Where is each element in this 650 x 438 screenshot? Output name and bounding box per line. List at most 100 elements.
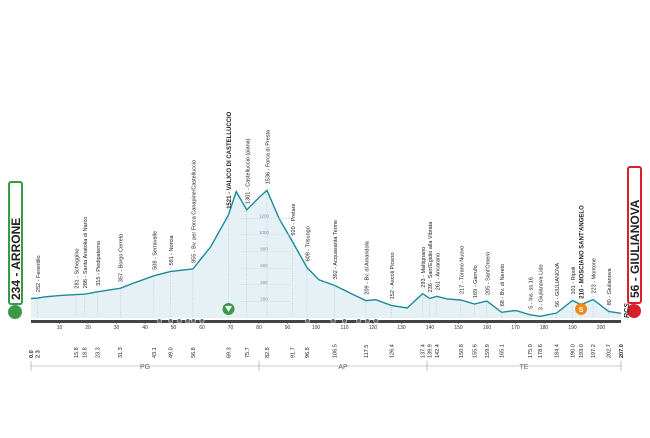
sprint-marker-label: S [579,307,584,314]
waypoint-labels: 252 - Ferentillo 281 - Scheggino 286 - San… [36,111,613,318]
ruler-tick-label: 170 [511,325,520,331]
ruler-tick-label: 150 [454,325,463,331]
km-value: 0.0 [29,350,35,358]
km-value: 193.0 [579,344,585,358]
waypoint-label: 508 - Serravalle [152,231,158,270]
waypoint-label: 217 - Torano Nuovo [459,246,465,294]
ruler-icon [342,318,347,324]
waypoint-label: 56 - GIULIANOVA [555,262,561,307]
ruler-tick-label: 100 [312,325,321,331]
km-value: 142.4 [435,344,441,358]
waypoint-label: 591 - Norcia [169,235,175,266]
km-value: 23.3 [95,347,101,358]
km-value: 2.3 [36,350,42,358]
km-value: 184.4 [555,344,561,358]
km-value: 159.9 [485,344,491,358]
ruler-tick-label: 190 [568,325,577,331]
waypoint-label: 3 - Giulianova Lido [539,264,545,310]
ruler-tick-label: 110 [341,325,349,331]
km-value: 139.9 [428,344,434,358]
waypoint-label: 80 - Giulianova [607,267,613,305]
km-value: 31.3 [118,347,124,358]
sprint-marker-icon [575,303,588,315]
gpm-triangle-icon [225,306,233,312]
km-value: 56.8 [191,347,197,358]
ruler-tick-label: 120 [369,325,378,331]
ruler-tick-label: 200 [597,325,606,331]
start-icon [8,305,22,319]
ruler-icon [191,318,196,324]
km-value: 49.0 [169,347,175,358]
altitude-tick-label: 800 [260,247,268,252]
ruler-tick-label: 180 [540,325,549,331]
ruler-tick-label: 80 [256,325,262,331]
altitude-tick-label: 200 [260,296,268,301]
km-value: 18.8 [83,347,89,358]
waypoint-label: 261 - Ancarano [435,253,441,290]
km-value: 2.3 [36,350,42,358]
region-label-pg: PG [140,364,150,371]
waypoint-label: 920 - Pretare [291,203,297,235]
start-badge-label: 234 - ARRONE [9,218,23,300]
ruler-tick-label: 60 [199,325,205,331]
ruler-icon [185,318,191,324]
waypoint-label: 68 - Bv. di Nereto [500,264,506,306]
region-label-te: TE [520,364,529,371]
km-value: 190.0 [571,344,577,358]
ruler-icon [199,318,205,324]
altitude-tick-label: 400 [260,280,268,285]
region-label-ap: AP [338,364,348,371]
altitude-tick-label: 1200 [259,213,270,218]
waypoint-label: 169 - Garrufo [473,265,479,298]
ruler-tick-label: 90 [285,325,291,331]
ruler-tick-label: 140 [426,325,435,331]
waypoint-label: 252 - Ferentillo [36,255,42,292]
waypoint-label: 5 - Ins. ss.16 [528,277,534,309]
altitude-tick-label: 600 [260,263,268,268]
waypoint-label: 205 - Sant'Omero [485,252,491,295]
start-badge: 234 - ARRONE [8,181,23,319]
km-value: 106.5 [333,344,339,358]
km-values: 0.0 2.32.3 15.8 18.8 23.3 31.3 43.1 49.0 56.8 69.… [29,344,625,358]
profile-line [30,189,622,318]
km-value: 165.1 [500,344,506,358]
ruler-icon [156,318,162,324]
finish-badge: 56 - GIULIANOVA [627,166,642,318]
waypoint-label: 223 - Montone [592,258,598,293]
ruler-tick-label: 70 [228,325,234,331]
ruler-tick-label: 20 [85,325,91,331]
waypoint-label: 357 - Borgo Cerreto [119,234,125,283]
ruler-icon [176,318,182,324]
waypoint-label: 210 - MOSCIANO SANT'ANGELO [580,205,586,299]
km-value: 197.2 [591,344,597,358]
ruler-icon [356,318,362,324]
waypoint-label: 236 - Sant'Egidio alla Vibrata [428,221,434,293]
ruler-icon [305,318,310,324]
profile-layer [30,189,622,318]
km-value: 126.4 [389,344,395,358]
waypoint-label: 609 - Trisungo [305,226,311,261]
markers: S [156,303,588,324]
ruler-icon [168,318,174,324]
km-value: 150.8 [459,344,465,358]
waypoint-label: 281 - Scheggino [75,249,81,289]
km-value: 75.7 [245,347,251,358]
km-value: 178.6 [538,344,544,358]
ruler-tick-label: 40 [142,325,148,331]
waypoint-label: 101 - Ripoli [571,267,577,295]
km-value: 155.6 [473,344,479,358]
waypoint-label: 1301 - Castelluccio (piana) [245,138,251,204]
ruler-tick-label: 50 [171,325,177,331]
regions-band: PG AP TE [30,361,622,371]
km-value: 69.3 [227,347,233,358]
waypoint-label: 392 - Acquasanta Terme [333,220,339,280]
km-value: 207.0 [619,344,625,358]
ruler-tick-label: 10 [57,325,63,331]
ruler-icon [330,318,336,324]
waypoint-label: 1521 - VALICO DI CASTELLUCCIO [227,111,233,209]
ruler-ticks: 10 20 30 40 50 60 70 80 90 100 110 120 130 140 150 160 1… [57,320,606,331]
ruler-icon [364,318,370,324]
km-value: 43.1 [152,347,158,358]
km-value: 137.4 [421,344,427,358]
km-value: 96.8 [305,347,311,358]
